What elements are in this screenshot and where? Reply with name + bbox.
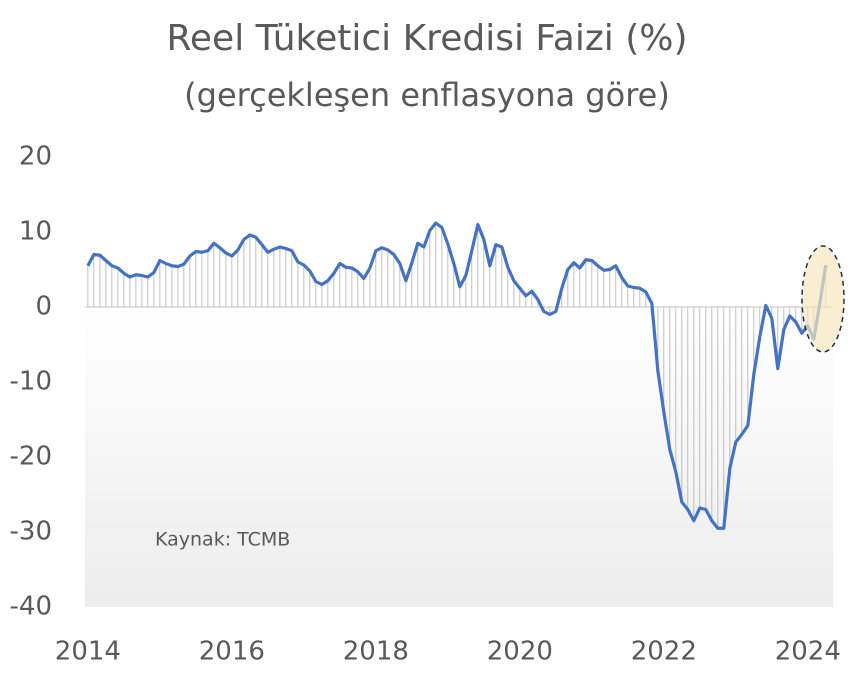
chart-title: Reel Tüketici Kredisi Faizi (%) bbox=[167, 18, 688, 59]
source-note: Kaynak: TCMB bbox=[155, 529, 290, 551]
y-tick-label: 20 bbox=[19, 142, 52, 172]
y-tick-label: -30 bbox=[10, 517, 52, 547]
x-tick-label: 2018 bbox=[343, 637, 409, 667]
negative-background bbox=[85, 307, 833, 607]
x-tick-label: 2014 bbox=[55, 637, 121, 667]
y-tick-label: -40 bbox=[10, 592, 52, 622]
chart-subtitle: (gerçekleşen enflasyona göre) bbox=[184, 76, 670, 114]
x-tick-label: 2022 bbox=[631, 637, 697, 667]
x-tick-label: 2024 bbox=[775, 637, 841, 667]
series-line bbox=[86, 221, 828, 530]
y-tick-label: -10 bbox=[10, 367, 52, 397]
y-tick-label: 10 bbox=[19, 217, 52, 247]
x-tick-label: 2016 bbox=[199, 637, 265, 667]
highlight-ellipse bbox=[801, 245, 845, 353]
y-tick-label: 0 bbox=[35, 292, 52, 322]
y-tick-label: -20 bbox=[10, 442, 52, 472]
x-tick-label: 2020 bbox=[487, 637, 553, 667]
